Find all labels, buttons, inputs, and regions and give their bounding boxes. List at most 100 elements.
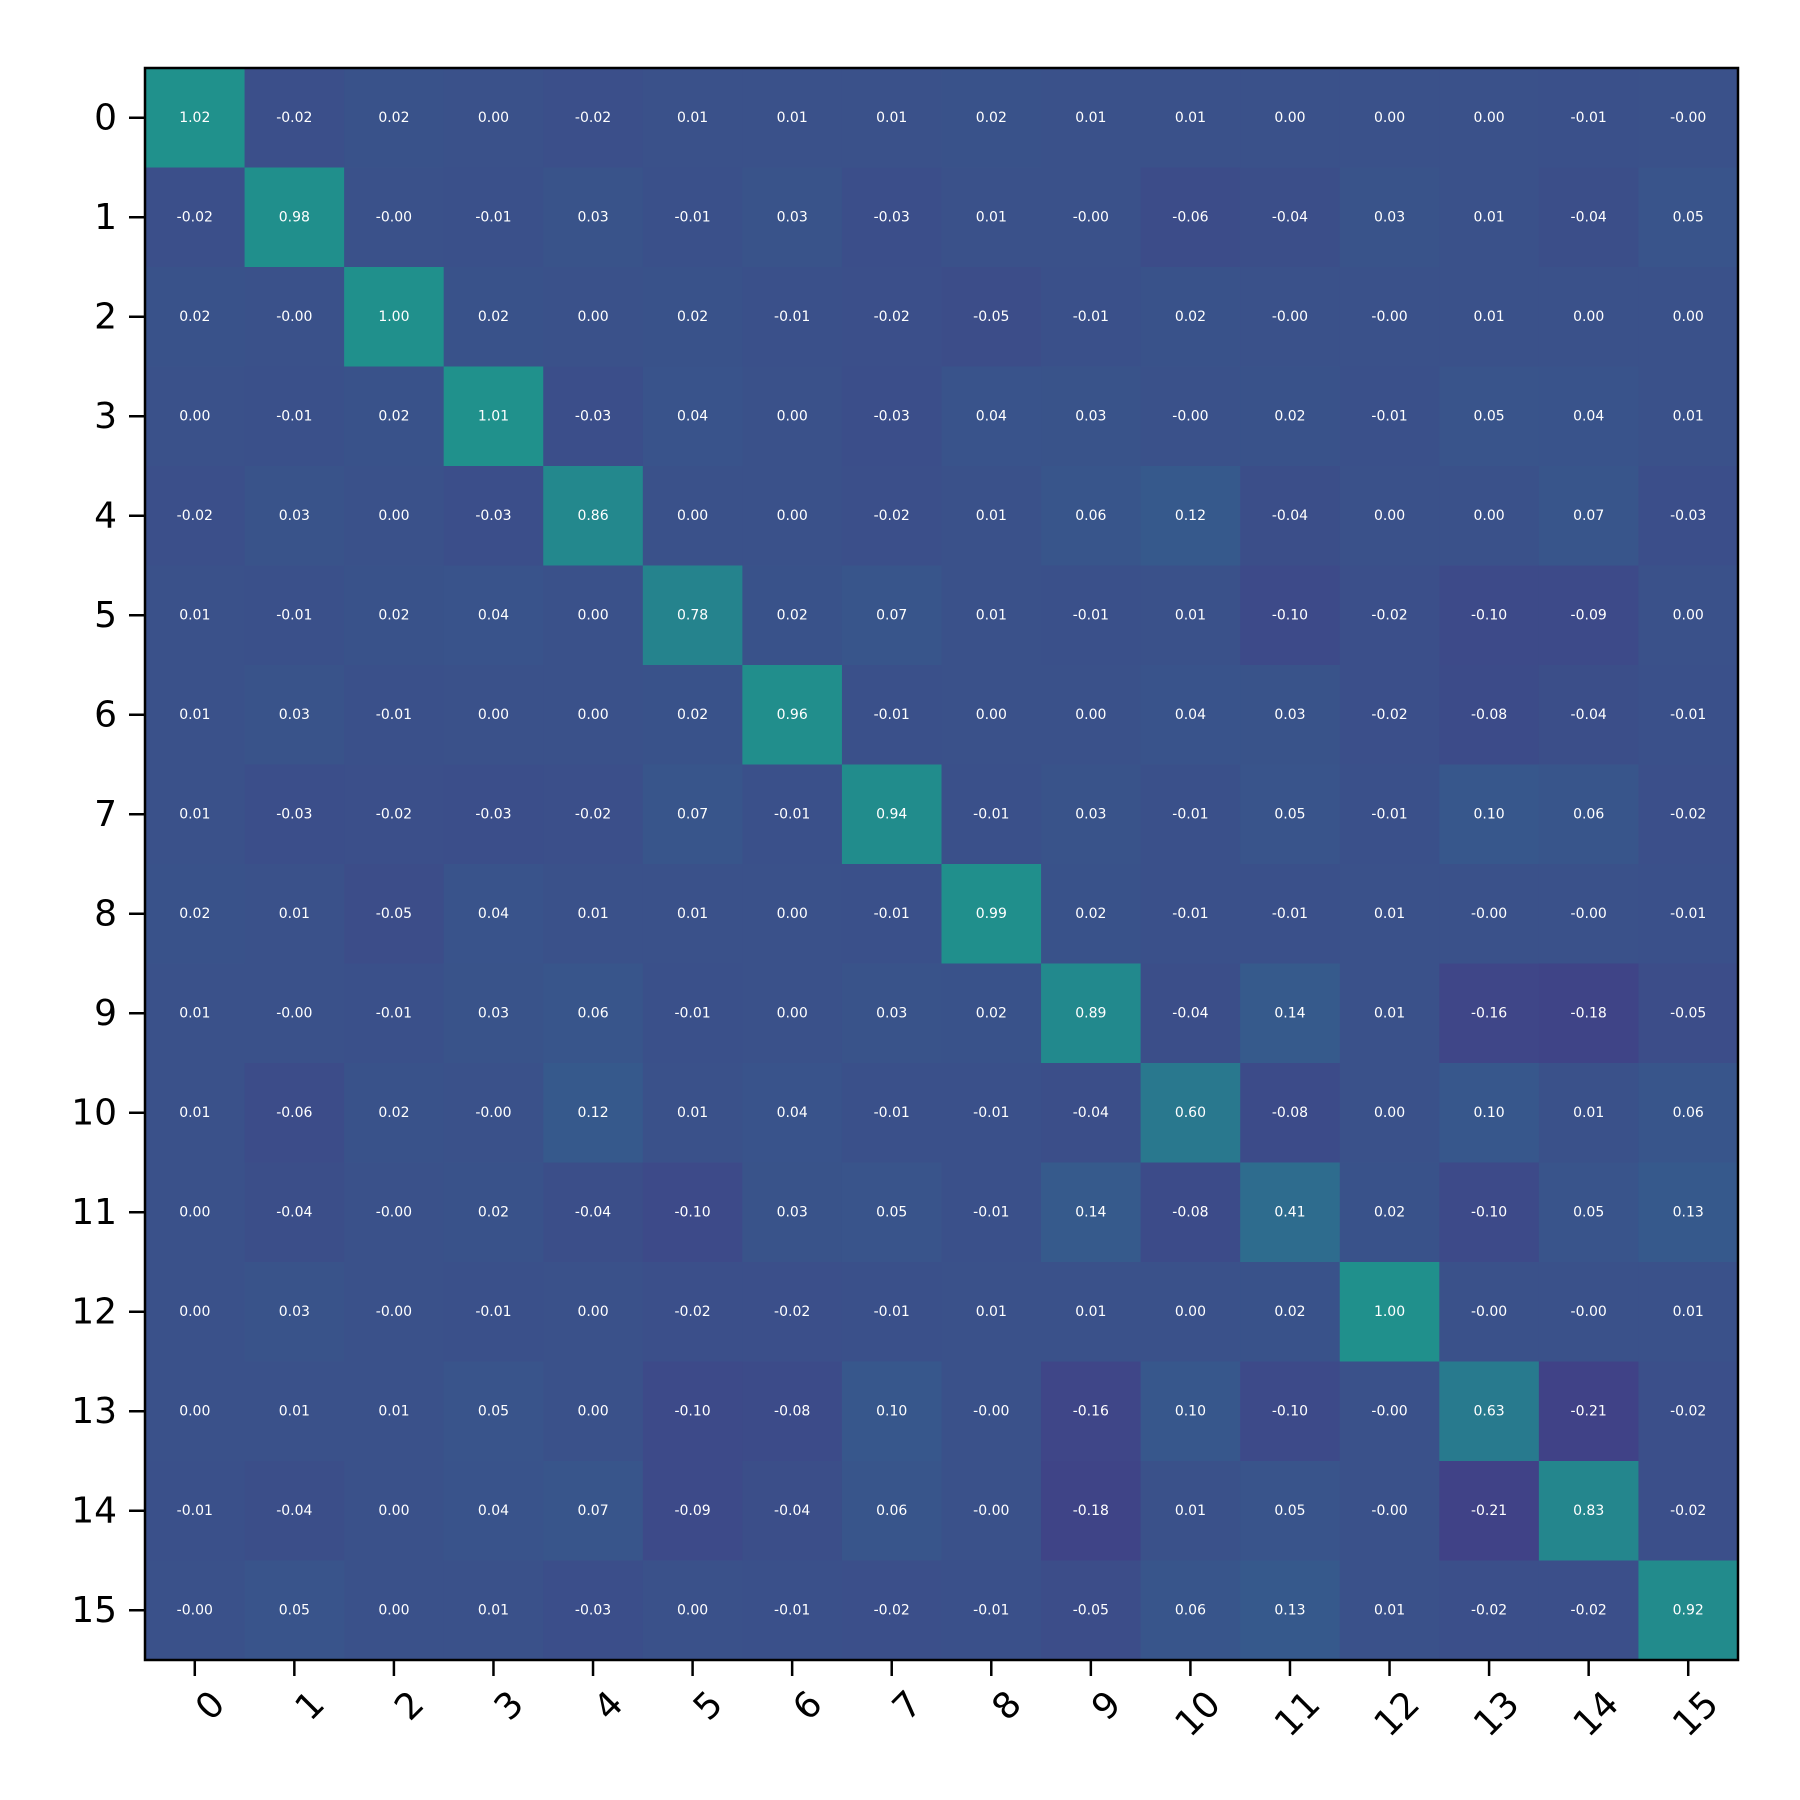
cell-value-label-0-1: -0.02	[276, 110, 312, 126]
cell-value-label-10-4: 0.12	[577, 1105, 608, 1121]
heatmap-cell-15-7	[841, 1560, 942, 1661]
cell-value-label-10-15: 0.06	[1673, 1105, 1704, 1121]
cell-value-label-8-3: 0.04	[478, 906, 509, 922]
heatmap-cell-2-6	[742, 267, 843, 367]
cell-value-label-10-12: 0.00	[1374, 1105, 1405, 1121]
heatmap-cell-13-1	[244, 1361, 345, 1462]
heatmap-cell-13-3	[443, 1361, 544, 1462]
cell-value-label-8-4: 0.01	[577, 906, 608, 922]
cell-value-label-13-6: -0.08	[774, 1403, 810, 1419]
heatmap-cell-12-8	[941, 1262, 1042, 1362]
cell-value-label-13-10: 0.10	[1175, 1403, 1206, 1419]
y-tick-label-12: 12	[71, 1291, 117, 1332]
heatmap-cell-9-14	[1538, 963, 1639, 1064]
cell-value-label-8-2: -0.05	[376, 906, 412, 922]
heatmap-cell-8-3	[443, 864, 544, 964]
cell-value-label-0-4: -0.02	[575, 110, 611, 126]
heatmap-cell-12-0	[145, 1262, 246, 1362]
cell-value-label-15-10: 0.06	[1175, 1602, 1206, 1618]
heatmap-cell-7-1	[244, 764, 345, 865]
heatmap-cell-2-11	[1240, 267, 1341, 367]
heatmap-cell-3-12	[1339, 366, 1440, 467]
heatmap-cell-4-2	[344, 466, 445, 566]
heatmap-cell-7-8	[941, 764, 1042, 865]
heatmap-cell-4-4	[543, 466, 644, 566]
heatmap-cell-14-4	[543, 1461, 644, 1561]
y-tick-label-6: 6	[94, 694, 117, 735]
cell-value-label-11-5: -0.10	[674, 1204, 710, 1220]
heatmap-cell-12-15	[1638, 1262, 1739, 1362]
heatmap-cell-11-6	[742, 1162, 843, 1263]
cell-value-label-14-2: 0.00	[378, 1503, 409, 1519]
cell-value-label-15-3: 0.01	[478, 1602, 509, 1618]
heatmap-cell-15-5	[642, 1560, 743, 1661]
heatmap-cell-2-1	[244, 267, 345, 367]
cell-value-label-8-15: -0.01	[1670, 906, 1706, 922]
cell-value-label-9-0: 0.01	[179, 1005, 210, 1021]
heatmap-cell-8-4	[543, 864, 644, 964]
x-tick-label-11: 11	[1267, 1683, 1328, 1744]
cell-value-label-14-9: -0.18	[1073, 1503, 1109, 1519]
cell-value-label-11-14: 0.05	[1573, 1204, 1604, 1220]
cell-value-label-8-8: 0.99	[976, 906, 1007, 922]
cell-value-label-11-1: -0.04	[276, 1204, 312, 1220]
heatmap-cell-9-15	[1638, 963, 1739, 1064]
cell-value-label-1-1: 0.98	[279, 209, 310, 225]
cell-value-label-10-2: 0.02	[378, 1105, 409, 1121]
cell-value-label-2-13: 0.01	[1474, 309, 1505, 325]
cell-value-label-6-10: 0.04	[1175, 707, 1206, 723]
heatmap-cell-10-7	[841, 1063, 942, 1163]
heatmap-cell-11-1	[244, 1162, 345, 1263]
cell-value-label-5-10: 0.01	[1175, 607, 1206, 623]
cell-value-label-7-12: -0.01	[1371, 806, 1407, 822]
cell-value-label-15-1: 0.05	[279, 1602, 310, 1618]
y-tick-label-13: 13	[71, 1391, 117, 1432]
cell-value-label-3-8: 0.04	[976, 408, 1007, 424]
heatmap-cell-8-9	[1041, 864, 1142, 964]
heatmap-cell-14-11	[1240, 1461, 1341, 1561]
heatmap-cell-12-1	[244, 1262, 345, 1362]
cell-value-label-12-5: -0.02	[674, 1304, 710, 1320]
cell-value-label-7-7: 0.94	[876, 806, 907, 822]
cell-value-label-2-6: -0.01	[774, 309, 810, 325]
y-tick-label-4: 4	[94, 495, 117, 536]
cell-value-label-14-3: 0.04	[478, 1503, 509, 1519]
heatmap-cell-0-13	[1439, 68, 1540, 168]
heatmap-cell-9-12	[1339, 963, 1440, 1064]
heatmap-cell-11-10	[1140, 1162, 1241, 1263]
heatmap-cell-13-0	[145, 1361, 246, 1462]
cell-value-label-8-6: 0.00	[777, 906, 808, 922]
cell-value-label-4-14: 0.07	[1573, 508, 1604, 524]
cell-value-label-10-10: 0.60	[1175, 1105, 1206, 1121]
cell-value-label-14-14: 0.83	[1573, 1503, 1604, 1519]
cell-value-label-9-7: 0.03	[876, 1005, 907, 1021]
cell-value-label-2-15: 0.00	[1673, 309, 1704, 325]
cell-value-label-2-11: -0.00	[1272, 309, 1308, 325]
cell-value-label-3-4: -0.03	[575, 408, 611, 424]
heatmap-cell-9-8	[941, 963, 1042, 1064]
heatmap-cell-0-7	[841, 68, 942, 168]
heatmap-cell-4-12	[1339, 466, 1440, 566]
cell-value-label-5-8: 0.01	[976, 607, 1007, 623]
cell-value-label-4-7: -0.02	[874, 508, 910, 524]
heatmap-cell-0-0	[145, 68, 246, 168]
cell-value-label-11-8: -0.01	[973, 1204, 1009, 1220]
cell-value-label-11-3: 0.02	[478, 1204, 509, 1220]
y-tick-label-14: 14	[71, 1490, 117, 1531]
y-tick-label-5: 5	[94, 595, 117, 636]
heatmap-cell-15-4	[543, 1560, 644, 1661]
heatmap-cell-8-14	[1538, 864, 1639, 964]
cell-value-label-0-11: 0.00	[1274, 110, 1305, 126]
heatmap-cell-5-6	[742, 565, 843, 666]
heatmap-cell-11-12	[1339, 1162, 1440, 1263]
heatmap-cell-7-0	[145, 764, 246, 865]
cell-value-label-15-0: -0.00	[177, 1602, 213, 1618]
heatmap-cell-9-11	[1240, 963, 1341, 1064]
cell-value-label-2-10: 0.02	[1175, 309, 1206, 325]
cell-value-label-7-6: -0.01	[774, 806, 810, 822]
cell-value-label-4-8: 0.01	[976, 508, 1007, 524]
cell-value-label-13-15: -0.02	[1670, 1403, 1706, 1419]
y-tick-label-15: 15	[71, 1590, 117, 1631]
heatmap-cell-15-3	[443, 1560, 544, 1661]
heatmap-cell-13-8	[941, 1361, 1042, 1462]
